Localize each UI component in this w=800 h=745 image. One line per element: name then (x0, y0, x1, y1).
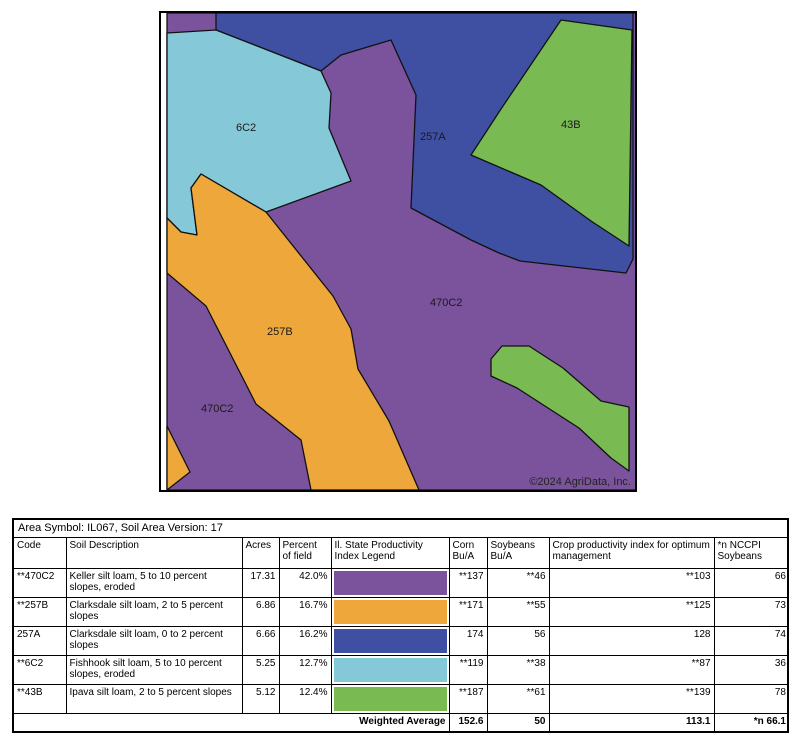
table-row: **470C2 Keller silt loam, 5 to 10 percen… (14, 568, 789, 598)
map-label-6C2: 6C2 (236, 122, 256, 134)
col-percent: Percent of field (278, 538, 332, 569)
cell-soybeans: **55 (486, 597, 550, 627)
col-cpi: Crop productivity index for optimum mana… (548, 538, 715, 569)
weighted-corn: 152.6 (448, 713, 488, 731)
map-label-257A: 257A (420, 131, 446, 143)
cell-soybeans: **38 (486, 655, 550, 685)
cell-cpi: **139 (548, 684, 715, 714)
cell-acres: 17.31 (241, 568, 280, 598)
map-label-43B: 43B (561, 119, 581, 131)
region-43B-upper[interactable] (470, 19, 633, 247)
table-header-row: Code Soil Description Acres Percent of f… (14, 538, 789, 569)
cell-acres: 5.25 (241, 655, 280, 685)
legend-swatch (333, 571, 447, 595)
col-corn: Corn Bu/A (448, 538, 488, 569)
weighted-soybeans: 50 (486, 713, 550, 731)
legend-swatch (333, 658, 447, 682)
cell-percent: 12.7% (278, 655, 332, 685)
legend-swatch (333, 687, 447, 711)
soil-table: Area Symbol: IL067, Soil Area Version: 1… (12, 518, 789, 733)
cell-legend (330, 626, 450, 656)
cell-cpi: **87 (548, 655, 715, 685)
cell-code: **43B (14, 684, 67, 714)
cell-nccpi: 73 (713, 597, 789, 627)
copyright-notice: ©2024 AgriData, Inc. (529, 476, 631, 488)
cell-code: **470C2 (14, 568, 67, 598)
legend-swatch (333, 600, 447, 624)
cell-cpi: 128 (548, 626, 715, 656)
cell-acres: 5.12 (241, 684, 280, 714)
cell-corn: **171 (448, 597, 488, 627)
table-row: 257A Clarksdale silt loam, 0 to 2 percen… (14, 626, 789, 656)
cell-acres: 6.66 (241, 626, 280, 656)
cell-legend (330, 655, 450, 685)
weighted-nccpi: *n 66.1 (713, 713, 789, 731)
table-row: **6C2 Fishhook silt loam, 5 to 10 percen… (14, 655, 789, 685)
col-soybeans: Soybeans Bu/A (486, 538, 550, 569)
region-257B[interactable] (166, 173, 420, 490)
col-code: Code (14, 538, 67, 569)
col-acres: Acres (241, 538, 280, 569)
col-description: Soil Description (65, 538, 243, 569)
cell-soybeans: 56 (486, 626, 550, 656)
cell-legend (330, 684, 450, 714)
soil-map-canvas: 6C2 257A 43B 470C2 257B 470C2 (166, 13, 635, 490)
col-nccpi: *n NCCPI Soybeans (713, 538, 789, 569)
cell-corn: **137 (448, 568, 488, 598)
cell-corn: **187 (448, 684, 488, 714)
weighted-average-row: Weighted Average 152.6 50 113.1 *n 66.1 (14, 713, 789, 731)
map-label-470C2-main: 470C2 (430, 297, 462, 309)
legend-swatch (333, 629, 447, 653)
region-43B-lower[interactable] (490, 345, 630, 472)
cell-description: Clarksdale silt loam, 2 to 5 percent slo… (65, 597, 243, 627)
map-label-257B: 257B (267, 326, 293, 338)
weighted-cpi: 113.1 (548, 713, 715, 731)
cell-description: Clarksdale silt loam, 0 to 2 percent slo… (65, 626, 243, 656)
soil-data-table: Code Soil Description Acres Percent of f… (14, 538, 789, 731)
cell-percent: 12.4% (278, 684, 332, 714)
cell-legend (330, 568, 450, 598)
area-symbol-header: Area Symbol: IL067, Soil Area Version: 1… (14, 520, 787, 538)
cell-nccpi: 66 (713, 568, 789, 598)
cell-code: **6C2 (14, 655, 67, 685)
col-legend: Il. State Productivity Index Legend (330, 538, 450, 569)
cell-soybeans: **46 (486, 568, 550, 598)
cell-nccpi: 74 (713, 626, 789, 656)
table-row: **43B Ipava silt loam, 2 to 5 percent sl… (14, 684, 789, 714)
region-257B-corner[interactable] (166, 425, 191, 490)
cell-corn: 174 (448, 626, 488, 656)
cell-description: Keller silt loam, 5 to 10 percent slopes… (65, 568, 243, 598)
cell-acres: 6.86 (241, 597, 280, 627)
cell-corn: **119 (448, 655, 488, 685)
cell-code: **257B (14, 597, 67, 627)
cell-legend (330, 597, 450, 627)
table-row: **257B Clarksdale silt loam, 2 to 5 perc… (14, 597, 789, 627)
weighted-average-label: Weighted Average (14, 713, 450, 731)
cell-nccpi: 78 (713, 684, 789, 714)
cell-percent: 42.0% (278, 568, 332, 598)
cell-code: 257A (14, 626, 67, 656)
cell-percent: 16.7% (278, 597, 332, 627)
map-label-470C2-lower: 470C2 (201, 403, 233, 415)
cell-description: Fishhook silt loam, 5 to 10 percent slop… (65, 655, 243, 685)
soil-map: 6C2 257A 43B 470C2 257B 470C2 ©2024 Agri… (159, 11, 637, 492)
cell-cpi: **125 (548, 597, 715, 627)
cell-soybeans: **61 (486, 684, 550, 714)
cell-description: Ipava silt loam, 2 to 5 percent slopes (65, 684, 243, 714)
cell-percent: 16.2% (278, 626, 332, 656)
cell-cpi: **103 (548, 568, 715, 598)
cell-nccpi: 36 (713, 655, 789, 685)
